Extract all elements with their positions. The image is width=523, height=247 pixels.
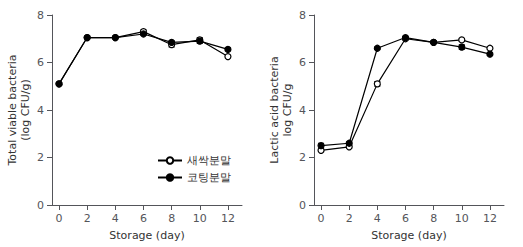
svg-text:Lactic acid bacteria: Lactic acid bacteria	[268, 56, 281, 163]
svg-text:4: 4	[37, 104, 44, 117]
svg-text:6: 6	[140, 212, 147, 225]
svg-text:Storage (day): Storage (day)	[109, 229, 184, 242]
svg-text:4: 4	[299, 104, 306, 117]
svg-text:8: 8	[299, 9, 306, 22]
svg-text:6: 6	[37, 56, 44, 69]
svg-text:10: 10	[455, 212, 469, 225]
svg-text:2: 2	[346, 212, 353, 225]
svg-text:0: 0	[299, 199, 306, 212]
svg-text:4: 4	[374, 212, 381, 225]
svg-text:새싹분말: 새싹분말	[187, 154, 231, 167]
svg-text:12: 12	[483, 212, 497, 225]
svg-text:4: 4	[112, 212, 119, 225]
svg-text:0: 0	[56, 212, 63, 225]
svg-text:0: 0	[37, 199, 44, 212]
svg-text:6: 6	[299, 56, 306, 69]
svg-text:log CFU/g: log CFU/g	[281, 83, 294, 136]
svg-text:8: 8	[37, 9, 44, 22]
svg-text:Storage (day): Storage (day)	[371, 229, 446, 242]
svg-text:(log CFU/g): (log CFU/g)	[19, 79, 32, 141]
svg-text:8: 8	[430, 212, 437, 225]
svg-text:코팅분말: 코팅분말	[187, 171, 231, 184]
svg-text:2: 2	[299, 151, 306, 164]
svg-text:12: 12	[221, 212, 235, 225]
svg-text:10: 10	[193, 212, 207, 225]
svg-text:Total viable bacteria: Total viable bacteria	[6, 55, 19, 167]
svg-text:2: 2	[84, 212, 91, 225]
svg-text:6: 6	[402, 212, 409, 225]
svg-text:8: 8	[168, 212, 175, 225]
svg-text:2: 2	[37, 151, 44, 164]
svg-text:0: 0	[318, 212, 325, 225]
